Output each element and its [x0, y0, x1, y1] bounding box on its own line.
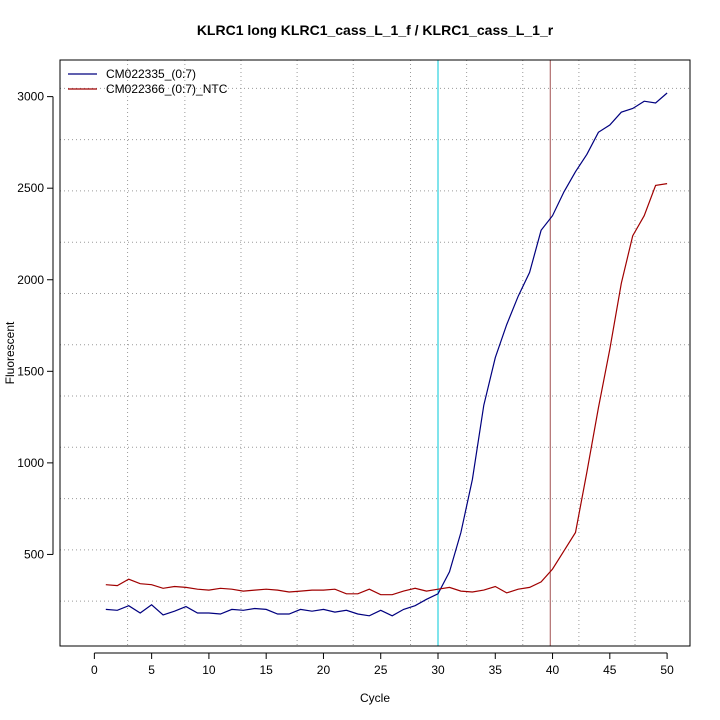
legend-label: CM022366_(0:7)_NTC: [106, 82, 228, 96]
cycle-markers: [437, 60, 551, 646]
y-tick-label: 2500: [17, 181, 44, 195]
x-tick-label: 35: [489, 663, 503, 677]
x-tick-label: 10: [202, 663, 216, 677]
y-tick-label: 3000: [17, 90, 44, 104]
y-tick-label: 500: [24, 547, 44, 561]
x-tick-label: 25: [374, 663, 388, 677]
y-tick-label: 1000: [17, 456, 44, 470]
x-axis-label: Cycle: [360, 691, 390, 705]
grid: [60, 60, 690, 646]
x-tick-label: 20: [317, 663, 331, 677]
x-tick-label: 30: [431, 663, 445, 677]
x-tick-label: 40: [546, 663, 560, 677]
y-tick-label: 2000: [17, 273, 44, 287]
x-tick-label: 45: [603, 663, 617, 677]
x-axis: 0 5 10 15 20 25 30 35 40 45 50: [91, 652, 674, 677]
plot-frame: [59, 59, 691, 647]
x-tick-label: 15: [260, 663, 274, 677]
y-axis: 500 1000 1500 2000 2500 3000: [17, 90, 54, 561]
x-tick-label: 5: [148, 663, 155, 677]
y-axis-label: Fluorescent: [3, 321, 17, 384]
y-tick-label: 1500: [17, 364, 44, 378]
chart-title: KLRC1 long KLRC1_cass_L_1_f / KLRC1_cass…: [197, 22, 554, 38]
series-lines: [105, 92, 668, 617]
x-tick-label: 0: [91, 663, 98, 677]
legend: CM022335_(0:7)CM022366_(0:7)_NTC: [68, 67, 228, 96]
series-line: [105, 183, 668, 596]
series-line: [105, 92, 668, 617]
x-tick-label: 50: [660, 663, 674, 677]
legend-label: CM022335_(0:7): [106, 67, 196, 81]
